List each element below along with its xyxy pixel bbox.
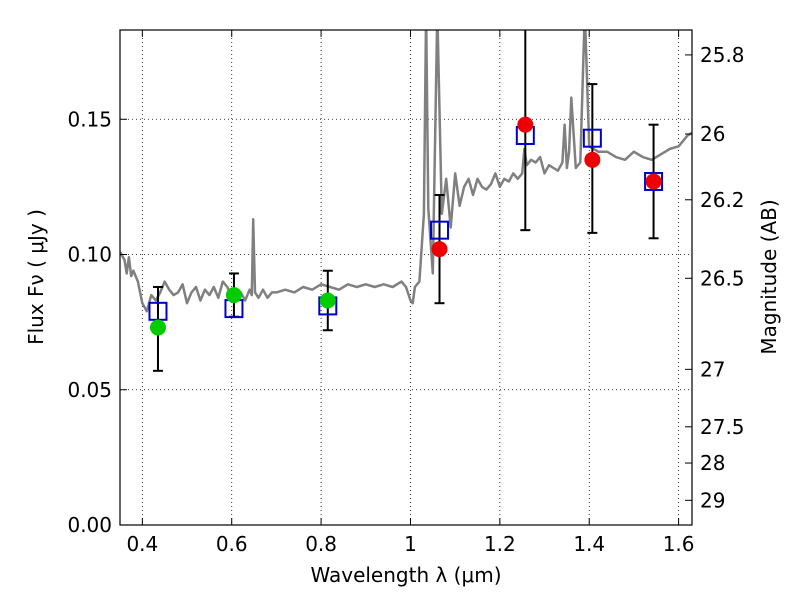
y-tick-label: 0.10 [67,243,112,267]
right-tick-label: 25.8 [700,43,745,67]
circle-marker [319,292,336,309]
circle-marker [431,241,448,258]
right-tick-label: 28 [700,451,725,475]
x-tick-label: 0.4 [126,532,158,556]
axis-ticks: 0.4 0.6 0.8 1 1.2 1.4 1.6 0.00 0.05 0.10 0.15 25.8 2… [67,30,745,556]
square-marker [644,171,664,191]
grid [120,30,692,525]
circle-marker [584,151,601,168]
spectrum-line [120,30,692,313]
right-tick-label: 26 [700,122,725,146]
x-tick-label: 1.6 [663,532,695,556]
circle-marker [645,173,662,190]
x-tick-label: 1.4 [573,532,605,556]
right-axis-label: Magnitude (AB) [757,199,781,354]
plot-background [120,30,692,525]
right-tick-label: 26.2 [700,188,745,212]
square-marker [430,220,450,240]
x-tick-label: 1.2 [484,532,516,556]
plot-frame [119,29,693,526]
x-tick-label: 1 [404,532,417,556]
square-marker [582,128,602,148]
right-tick-label: 26.5 [700,266,745,290]
x-tick-label: 0.8 [305,532,337,556]
x-tick-label: 0.6 [216,532,248,556]
right-tick-label: 27.5 [700,415,745,439]
right-tick-label: 27 [700,357,725,381]
y-tick-label: 0.00 [67,513,112,537]
circle-marker [149,319,166,336]
circle-marker [225,287,242,304]
y-tick-label: 0.05 [67,378,112,402]
template-spectrum [120,30,692,313]
x-axis-label: Wavelength λ (μm) [310,563,501,587]
right-tick-label: 29 [700,488,725,512]
y-axis-label: Flux Fν ( μJy ) [24,209,48,345]
data-markers [148,116,664,336]
y-tick-label: 0.15 [67,107,112,131]
circle-marker [517,116,534,133]
